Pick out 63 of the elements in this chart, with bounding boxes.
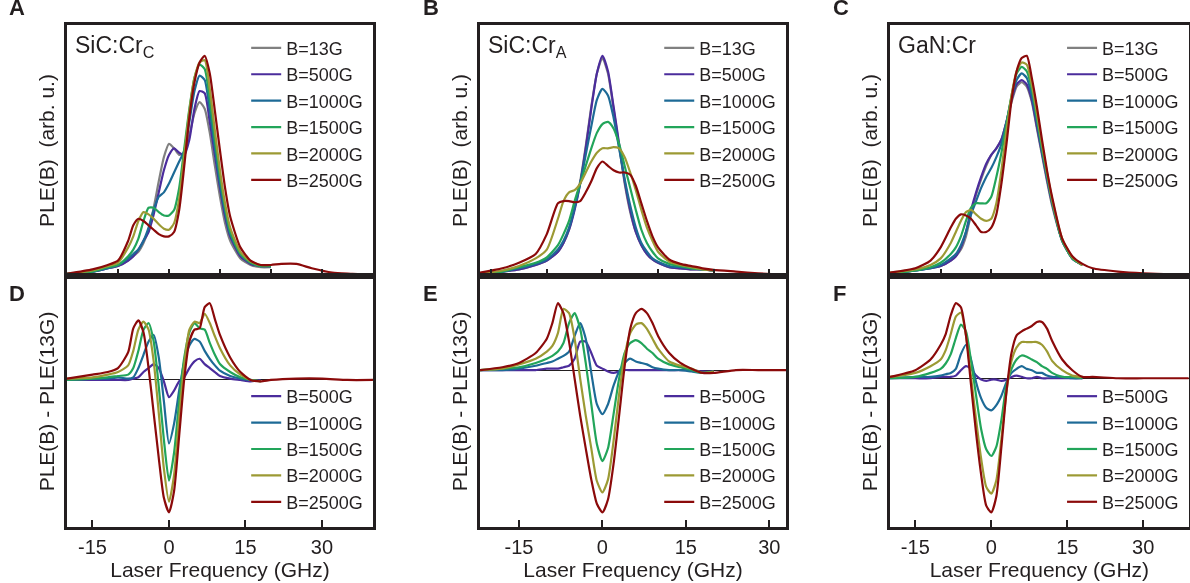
legend-label: B=1000G [699, 91, 776, 112]
chart-title: F [833, 281, 847, 306]
legend-label: B=1000G [286, 413, 363, 434]
legend-label: B=2000G [699, 144, 776, 165]
legend-label: B=500G [1102, 387, 1169, 408]
legend-label: B=2500G [1102, 492, 1179, 513]
x-axis-title: Laser Frequency (GHz) [929, 557, 1150, 581]
legend-label: B=2000G [1102, 466, 1179, 487]
x-tick-label: -15 [504, 535, 534, 558]
legend-label: B=1500G [699, 440, 776, 460]
y-axis-title: PLE(B) - PLE(13G) [858, 311, 882, 492]
chart-title: B [423, 0, 439, 20]
x-tick-label: 30 [310, 535, 334, 558]
y-axis-title: PLE(B) - PLE(13G) [35, 311, 59, 492]
x-tick-label: 30 [758, 535, 781, 558]
legend-label: B=1000G [699, 413, 776, 434]
annotation: GaN:Cr [898, 32, 977, 58]
legend-label: B=500G [699, 65, 766, 86]
x-tick-label: 30 [1132, 535, 1155, 558]
legend-label: B=1500G [1102, 440, 1179, 460]
legend-label: B=2500G [286, 170, 363, 191]
y-axis-title: PLE(B) - PLE(13G) [448, 311, 472, 492]
y-axis-title: PLE(B) (arb. u.) [858, 74, 882, 227]
x-axis-title: Laser Frequency (GHz) [523, 557, 743, 581]
legend-label: B=13G [286, 38, 343, 59]
legend-label: B=1500G [286, 440, 363, 460]
legend-label: B=2500G [699, 492, 776, 513]
legend-label: B=2500G [286, 492, 363, 513]
y-axis-title: PLE(B) (arb. u.) [448, 74, 472, 227]
x-tick-label: 0 [163, 535, 175, 558]
x-tick-label: -15 [78, 535, 107, 558]
legend-label: B=2000G [286, 466, 363, 487]
legend-label: B=1000G [1102, 413, 1179, 434]
legend-label: B=1000G [286, 91, 363, 112]
chart-title: D [9, 281, 25, 306]
x-tick-label: -15 [900, 535, 930, 558]
x-axis-title: Laser Frequency (GHz) [110, 557, 330, 581]
annotation: SiC:Cr$_{A}$ [488, 32, 567, 61]
y-axis-title: PLE(B) (arb. u.) [35, 74, 59, 227]
legend-label: B=13G [699, 38, 756, 59]
x-tick-label: 0 [596, 535, 608, 558]
x-tick-label: 0 [985, 535, 997, 558]
legend-label: B=2500G [1102, 170, 1179, 191]
legend-label: B=500G [1102, 65, 1169, 86]
x-tick-label: 15 [674, 535, 697, 558]
chart-title: C [833, 0, 849, 20]
legend-label: B=500G [699, 387, 766, 408]
x-tick-label: 15 [234, 535, 257, 558]
legend-label: B=1500G [1102, 118, 1179, 139]
legend-label: B=1500G [286, 118, 363, 139]
chart-title: E [423, 281, 438, 306]
legend-label: B=2000G [1102, 144, 1179, 165]
legend-label: B=13G [1102, 38, 1159, 59]
legend-label: B=2000G [699, 466, 776, 487]
legend-label: B=1500G [699, 118, 776, 139]
legend-label: B=2000G [286, 144, 363, 165]
legend-label: B=2500G [699, 170, 776, 191]
legend-label: B=500G [286, 387, 353, 408]
x-tick-label: 15 [1056, 535, 1079, 558]
annotation: SiC:Cr$_{C}$ [75, 32, 155, 61]
chart-title: A [9, 0, 25, 20]
legend-label: B=1000G [1102, 91, 1179, 112]
legend-label: B=500G [286, 65, 353, 86]
